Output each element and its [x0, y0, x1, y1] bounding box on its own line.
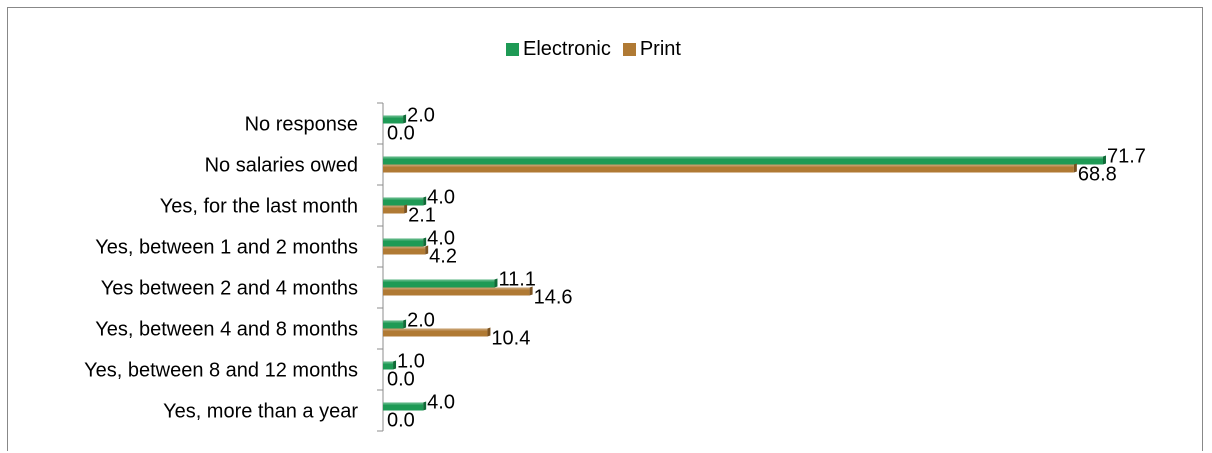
bar-highlight-electronic: [383, 279, 495, 282]
legend-swatch-print: [622, 43, 636, 56]
bar-end-electronic: [423, 401, 427, 411]
data-label-electronic: 71.7: [1107, 146, 1146, 168]
bar-end-print: [404, 204, 408, 214]
bar-electronic: [383, 238, 424, 247]
legend-label-print: Print: [639, 38, 681, 60]
bar-highlight-electronic: [383, 402, 424, 405]
bar-highlight-print: [383, 164, 1074, 167]
bar-electronic: [383, 197, 424, 206]
legend-label-electronic: Electronic: [523, 38, 611, 60]
data-label-print: 0.0: [387, 369, 415, 391]
data-label-electronic: 4.0: [427, 187, 455, 209]
bar-highlight-print: [383, 328, 488, 331]
data-label-print: 0.0: [387, 410, 415, 432]
bar-electronic: [383, 361, 394, 370]
data-label-print: 68.8: [1078, 164, 1117, 186]
bar-end-print: [529, 286, 533, 296]
legend-item-electronic: Electronic: [506, 38, 611, 61]
bar-electronic: [383, 279, 495, 288]
category-label: Yes, more than a year: [163, 401, 358, 423]
data-label-electronic: 11.1: [498, 269, 535, 291]
bar-print: [383, 164, 1074, 173]
category-label: Yes, between 1 and 2 months: [95, 237, 358, 259]
bar-print: [383, 246, 426, 255]
legend: Electronic Print: [506, 38, 693, 61]
legend-item-print: Print: [622, 38, 681, 61]
bar-highlight-electronic: [383, 320, 404, 323]
data-label-electronic: 1.0: [397, 351, 425, 373]
category-label: No salaries owed: [205, 155, 358, 177]
bar-print: [383, 328, 488, 337]
bar-highlight-electronic: [383, 361, 394, 364]
data-label-electronic: 4.0: [427, 392, 455, 414]
category-label: Yes, between 4 and 8 months: [95, 319, 358, 341]
data-label-print: 4.2: [429, 246, 457, 268]
bar-print: [383, 205, 405, 214]
bar-highlight-print: [383, 205, 405, 208]
category-label: Yes, for the last month: [160, 196, 358, 218]
data-label-print: 2.1: [408, 205, 436, 227]
category-label: Yes, between 8 and 12 months: [84, 360, 358, 382]
bar-end-print: [425, 245, 429, 255]
bar-end-electronic: [423, 237, 427, 247]
bar-electronic: [383, 402, 424, 411]
bar-end-electronic: [403, 319, 407, 329]
bar-end-electronic: [423, 196, 427, 206]
bar-end-electronic: [1102, 155, 1106, 165]
bar-end-electronic: [403, 114, 407, 124]
bar-end-electronic: [494, 278, 498, 288]
bar-highlight-electronic: [383, 115, 404, 118]
data-label-print: 0.0: [387, 123, 415, 145]
bar-electronic: [383, 115, 404, 124]
bar-end-print: [487, 327, 491, 337]
category-label: Yes between 2 and 4 months: [101, 278, 358, 300]
bar-highlight-print: [383, 287, 530, 290]
data-label-print: 10.4: [491, 328, 530, 350]
bar-end-print: [1073, 163, 1077, 173]
bar-highlight-electronic: [383, 238, 424, 241]
bar-highlight-print: [383, 246, 426, 249]
category-label: No response: [245, 114, 358, 136]
data-label-electronic: 4.0: [427, 228, 455, 250]
bar-electronic: [383, 320, 404, 329]
chart-frame: [7, 7, 1203, 451]
data-label-electronic: 2.0: [407, 310, 435, 332]
bar-highlight-electronic: [383, 156, 1103, 159]
bar-end-electronic: [393, 360, 397, 370]
data-label-print: 14.6: [534, 287, 573, 309]
bar-print: [383, 287, 530, 296]
bar-electronic: [383, 156, 1103, 165]
data-label-electronic: 2.0: [407, 105, 435, 127]
bar-highlight-electronic: [383, 197, 424, 200]
legend-swatch-electronic: [506, 43, 519, 56]
